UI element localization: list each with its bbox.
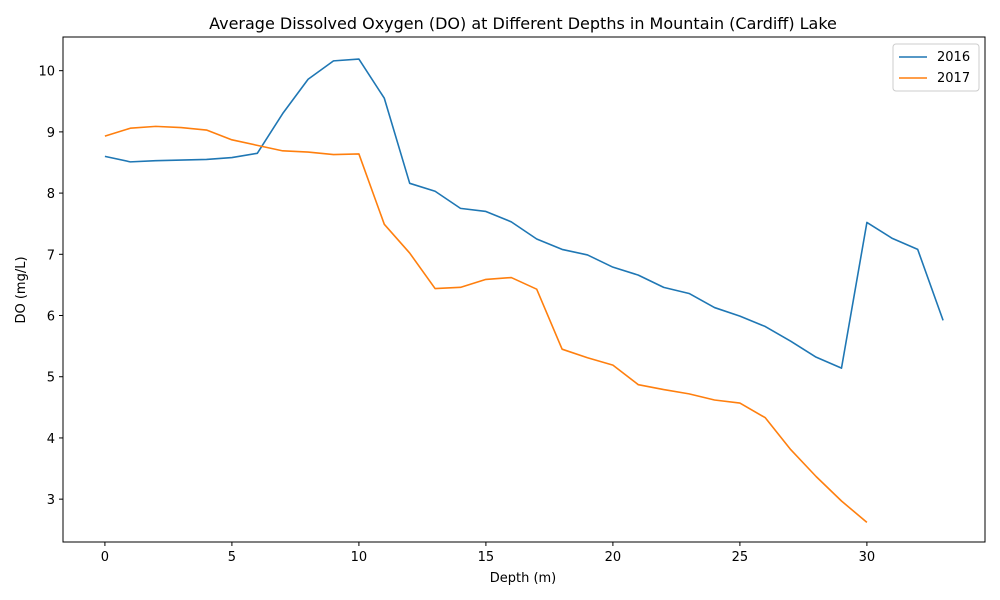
y-axis-label: DO (mg/L) bbox=[14, 256, 29, 323]
y-axis: 3 4 5 6 7 8 9 10 bbox=[38, 65, 63, 508]
y-tick-label: 4 bbox=[47, 432, 55, 447]
y-tick-label: 10 bbox=[38, 65, 55, 80]
x-tick-label: 0 bbox=[101, 550, 109, 565]
x-axis: 0 5 10 15 20 25 30 bbox=[101, 542, 875, 565]
x-tick-label: 20 bbox=[605, 550, 622, 565]
x-axis-label: Depth (m) bbox=[490, 571, 557, 586]
y-tick-label: 7 bbox=[47, 248, 55, 263]
x-tick-label: 25 bbox=[732, 550, 749, 565]
legend-box bbox=[892, 43, 980, 92]
series-line-2016 bbox=[104, 58, 944, 369]
series-lines bbox=[104, 58, 944, 524]
x-tick-label: 30 bbox=[859, 550, 876, 565]
y-tick-label: 5 bbox=[47, 371, 55, 386]
x-tick-label: 10 bbox=[351, 550, 368, 565]
y-tick-label: 8 bbox=[47, 187, 55, 202]
plot-area bbox=[62, 36, 986, 543]
chart-title: Average Dissolved Oxygen (DO) at Differe… bbox=[209, 14, 837, 33]
series-line-2017 bbox=[104, 125, 868, 524]
y-tick-label: 3 bbox=[47, 493, 55, 508]
legend-label-2016: 2016 bbox=[937, 50, 970, 65]
x-tick-label: 15 bbox=[478, 550, 495, 565]
y-tick-label: 6 bbox=[47, 310, 55, 325]
legend-label-2017: 2017 bbox=[937, 71, 970, 86]
x-tick-label: 5 bbox=[228, 550, 236, 565]
legend: 2016 2017 bbox=[892, 43, 980, 92]
y-tick-label: 9 bbox=[47, 126, 55, 141]
